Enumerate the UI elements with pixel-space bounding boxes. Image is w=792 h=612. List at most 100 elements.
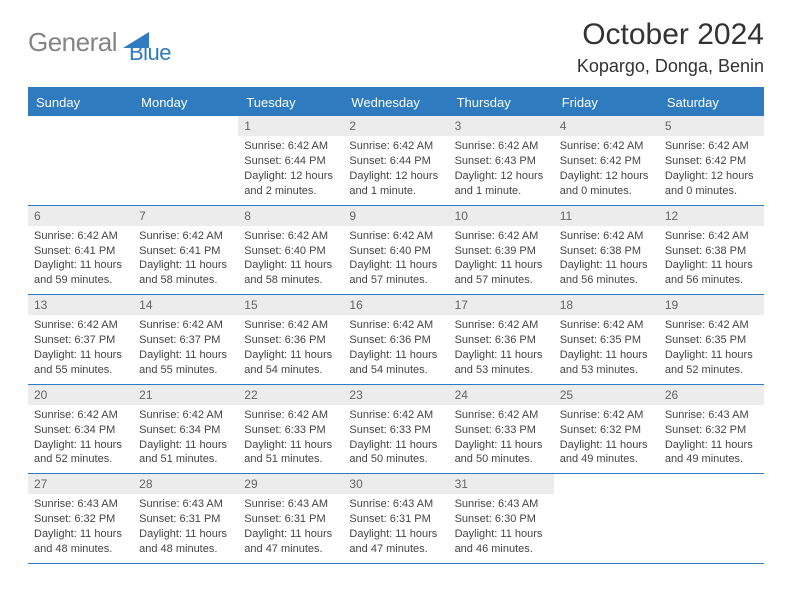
day-body: Sunrise: 6:42 AMSunset: 6:35 PMDaylight:… <box>659 315 764 383</box>
day-body: Sunrise: 6:42 AMSunset: 6:41 PMDaylight:… <box>133 226 238 294</box>
day-number: 29 <box>238 474 343 494</box>
sunset-text: Sunset: 6:44 PM <box>349 154 442 169</box>
day-cell: 20Sunrise: 6:42 AMSunset: 6:34 PMDayligh… <box>28 385 133 474</box>
weekday-header-row: SundayMondayTuesdayWednesdayThursdayFrid… <box>28 89 764 116</box>
day-number: 20 <box>28 385 133 405</box>
sunrise-text: Sunrise: 6:42 AM <box>244 318 337 333</box>
sunset-text: Sunset: 6:40 PM <box>349 244 442 259</box>
weekday-header: Saturday <box>659 89 764 116</box>
sunset-text: Sunset: 6:41 PM <box>139 244 232 259</box>
sunset-text: Sunset: 6:33 PM <box>455 423 548 438</box>
day-cell: 3Sunrise: 6:42 AMSunset: 6:43 PMDaylight… <box>449 116 554 205</box>
daylight-text: Daylight: 12 hours and 1 minute. <box>349 169 442 199</box>
day-number: 26 <box>659 385 764 405</box>
daylight-text: Daylight: 12 hours and 0 minutes. <box>665 169 758 199</box>
day-body: Sunrise: 6:42 AMSunset: 6:36 PMDaylight:… <box>449 315 554 383</box>
day-cell: 14Sunrise: 6:42 AMSunset: 6:37 PMDayligh… <box>133 295 238 384</box>
sunrise-text: Sunrise: 6:42 AM <box>560 229 653 244</box>
weekday-header: Monday <box>133 89 238 116</box>
day-cell: 29Sunrise: 6:43 AMSunset: 6:31 PMDayligh… <box>238 474 343 563</box>
sunrise-text: Sunrise: 6:42 AM <box>34 318 127 333</box>
day-cell <box>28 116 133 205</box>
day-cell: 11Sunrise: 6:42 AMSunset: 6:38 PMDayligh… <box>554 206 659 295</box>
sunset-text: Sunset: 6:32 PM <box>665 423 758 438</box>
day-number: 16 <box>343 295 448 315</box>
sunset-text: Sunset: 6:38 PM <box>665 244 758 259</box>
logo-text-blue: Blue <box>129 40 171 66</box>
daylight-text: Daylight: 11 hours and 54 minutes. <box>349 348 442 378</box>
day-body: Sunrise: 6:42 AMSunset: 6:33 PMDaylight:… <box>343 405 448 473</box>
week-row: 27Sunrise: 6:43 AMSunset: 6:32 PMDayligh… <box>28 474 764 564</box>
daylight-text: Daylight: 11 hours and 51 minutes. <box>244 438 337 468</box>
day-number: 5 <box>659 116 764 136</box>
sunrise-text: Sunrise: 6:42 AM <box>455 318 548 333</box>
day-number: 3 <box>449 116 554 136</box>
day-cell: 1Sunrise: 6:42 AMSunset: 6:44 PMDaylight… <box>238 116 343 205</box>
sunrise-text: Sunrise: 6:42 AM <box>665 318 758 333</box>
sunset-text: Sunset: 6:36 PM <box>244 333 337 348</box>
title-block: October 2024 Kopargo, Donga, Benin <box>577 18 764 77</box>
day-body: Sunrise: 6:42 AMSunset: 6:40 PMDaylight:… <box>238 226 343 294</box>
sunset-text: Sunset: 6:31 PM <box>244 512 337 527</box>
weekday-header: Friday <box>554 89 659 116</box>
day-body: Sunrise: 6:42 AMSunset: 6:39 PMDaylight:… <box>449 226 554 294</box>
sunset-text: Sunset: 6:42 PM <box>665 154 758 169</box>
sunrise-text: Sunrise: 6:42 AM <box>34 408 127 423</box>
day-number: 2 <box>343 116 448 136</box>
day-body: Sunrise: 6:43 AMSunset: 6:32 PMDaylight:… <box>659 405 764 473</box>
day-body: Sunrise: 6:43 AMSunset: 6:31 PMDaylight:… <box>133 494 238 562</box>
day-cell: 4Sunrise: 6:42 AMSunset: 6:42 PMDaylight… <box>554 116 659 205</box>
day-number: 10 <box>449 206 554 226</box>
sunrise-text: Sunrise: 6:43 AM <box>665 408 758 423</box>
day-cell: 17Sunrise: 6:42 AMSunset: 6:36 PMDayligh… <box>449 295 554 384</box>
day-number: 1 <box>238 116 343 136</box>
sunset-text: Sunset: 6:33 PM <box>244 423 337 438</box>
daylight-text: Daylight: 11 hours and 58 minutes. <box>244 258 337 288</box>
location: Kopargo, Donga, Benin <box>577 56 764 77</box>
daylight-text: Daylight: 12 hours and 0 minutes. <box>560 169 653 199</box>
day-number: 7 <box>133 206 238 226</box>
day-number: 12 <box>659 206 764 226</box>
daylight-text: Daylight: 11 hours and 58 minutes. <box>139 258 232 288</box>
day-number: 24 <box>449 385 554 405</box>
daylight-text: Daylight: 12 hours and 2 minutes. <box>244 169 337 199</box>
sunrise-text: Sunrise: 6:42 AM <box>349 139 442 154</box>
daylight-text: Daylight: 11 hours and 57 minutes. <box>349 258 442 288</box>
day-number: 30 <box>343 474 448 494</box>
sunset-text: Sunset: 6:39 PM <box>455 244 548 259</box>
day-number: 18 <box>554 295 659 315</box>
sunrise-text: Sunrise: 6:42 AM <box>560 139 653 154</box>
daylight-text: Daylight: 11 hours and 50 minutes. <box>349 438 442 468</box>
daylight-text: Daylight: 11 hours and 48 minutes. <box>139 527 232 557</box>
day-body: Sunrise: 6:42 AMSunset: 6:36 PMDaylight:… <box>238 315 343 383</box>
day-cell: 13Sunrise: 6:42 AMSunset: 6:37 PMDayligh… <box>28 295 133 384</box>
day-cell: 7Sunrise: 6:42 AMSunset: 6:41 PMDaylight… <box>133 206 238 295</box>
day-number: 17 <box>449 295 554 315</box>
daylight-text: Daylight: 11 hours and 54 minutes. <box>244 348 337 378</box>
weekday-header: Tuesday <box>238 89 343 116</box>
sunrise-text: Sunrise: 6:42 AM <box>349 229 442 244</box>
sunset-text: Sunset: 6:31 PM <box>139 512 232 527</box>
daylight-text: Daylight: 11 hours and 46 minutes. <box>455 527 548 557</box>
sunset-text: Sunset: 6:30 PM <box>455 512 548 527</box>
sunset-text: Sunset: 6:36 PM <box>455 333 548 348</box>
day-body: Sunrise: 6:42 AMSunset: 6:34 PMDaylight:… <box>28 405 133 473</box>
day-cell: 8Sunrise: 6:42 AMSunset: 6:40 PMDaylight… <box>238 206 343 295</box>
day-number: 14 <box>133 295 238 315</box>
day-body: Sunrise: 6:42 AMSunset: 6:42 PMDaylight:… <box>554 136 659 204</box>
calendar: SundayMondayTuesdayWednesdayThursdayFrid… <box>28 87 764 564</box>
day-body: Sunrise: 6:42 AMSunset: 6:44 PMDaylight:… <box>238 136 343 204</box>
day-body: Sunrise: 6:43 AMSunset: 6:31 PMDaylight:… <box>238 494 343 562</box>
day-cell <box>133 116 238 205</box>
day-number: 4 <box>554 116 659 136</box>
sunset-text: Sunset: 6:32 PM <box>560 423 653 438</box>
sunset-text: Sunset: 6:43 PM <box>455 154 548 169</box>
day-body: Sunrise: 6:42 AMSunset: 6:41 PMDaylight:… <box>28 226 133 294</box>
week-row: 13Sunrise: 6:42 AMSunset: 6:37 PMDayligh… <box>28 295 764 385</box>
logo: General Blue <box>28 18 171 66</box>
sunrise-text: Sunrise: 6:42 AM <box>665 139 758 154</box>
daylight-text: Daylight: 11 hours and 49 minutes. <box>560 438 653 468</box>
sunset-text: Sunset: 6:32 PM <box>34 512 127 527</box>
daylight-text: Daylight: 11 hours and 49 minutes. <box>665 438 758 468</box>
sunrise-text: Sunrise: 6:42 AM <box>455 229 548 244</box>
